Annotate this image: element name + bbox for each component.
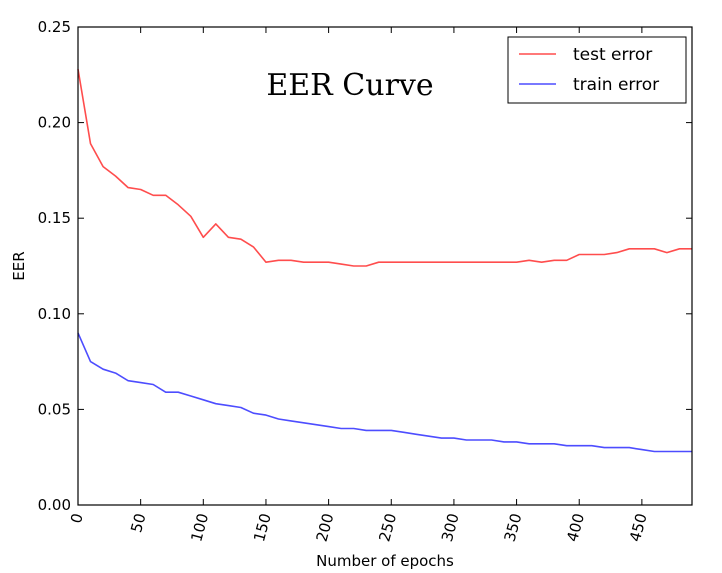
y-tick-label: 0.25 — [38, 18, 71, 36]
legend-label-test-error: test error — [573, 45, 652, 65]
x-tick-label: 200 — [313, 511, 338, 543]
y-tick-label: 0.15 — [38, 209, 71, 227]
x-tick-label: 150 — [250, 511, 275, 543]
plot-area — [78, 27, 692, 505]
y-tick-label: 0.10 — [38, 305, 71, 323]
y-tick-label: 0.00 — [38, 496, 71, 514]
chart-title: EER Curve — [266, 68, 433, 103]
x-tick-label: 50 — [127, 511, 149, 534]
x-axis-title: Number of epochs — [316, 552, 454, 570]
y-axis-title: EER — [10, 251, 28, 280]
x-tick-label: 350 — [501, 511, 526, 543]
x-tick-label: 400 — [563, 511, 588, 543]
x-tick-label: 100 — [187, 511, 212, 543]
plot-frame — [77, 26, 693, 506]
x-tick-label: 0 — [67, 511, 87, 525]
legend: test error train error — [507, 36, 687, 104]
legend-box — [507, 36, 687, 104]
series-line-test-error — [77, 68, 692, 267]
y-tick-label: 0.20 — [38, 114, 71, 132]
y-tick-label: 0.05 — [38, 400, 71, 418]
x-tick-label: 450 — [626, 511, 651, 543]
y-axis: 0.00 0.05 0.10 0.15 0.20 0.25 — [38, 18, 692, 514]
x-tick-label: 300 — [438, 511, 463, 543]
series-line-train-error — [77, 332, 692, 453]
x-tick-label: 250 — [375, 511, 400, 543]
series-lines — [77, 68, 692, 453]
legend-label-train-error: train error — [573, 75, 659, 95]
